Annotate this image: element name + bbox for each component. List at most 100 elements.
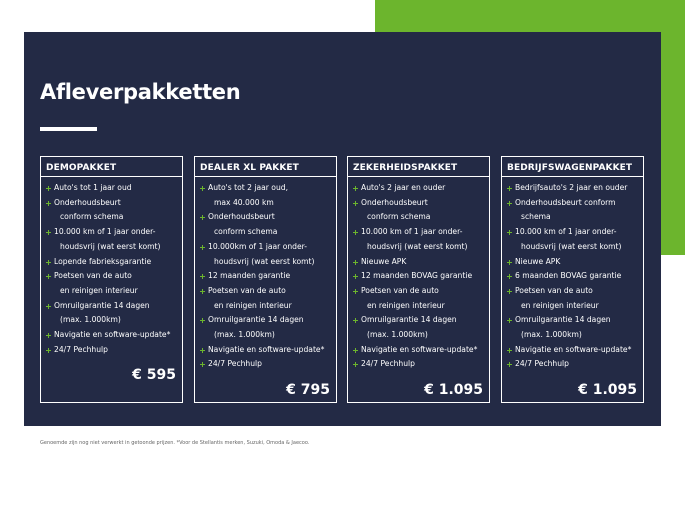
package-name: BEDRIJFSWAGENPAKKET bbox=[502, 157, 643, 177]
package-item: Nieuwe APK bbox=[348, 255, 489, 270]
panel: Afleverpakketten DEMOPAKKET Auto's tot 1 … bbox=[24, 32, 661, 426]
item-text: Omruilgarantie 14 dagen bbox=[361, 315, 457, 325]
item-text: 10.000 km of 1 jaar onder- bbox=[54, 227, 156, 237]
package-item: Navigatie en software-update* bbox=[41, 328, 182, 343]
package-price: € 595 bbox=[132, 367, 176, 384]
package-item: Omruilgarantie 14 dagen (max. 1.000km) bbox=[41, 299, 182, 328]
item-text: houdsvrij (wat eerst komt) bbox=[521, 241, 622, 251]
item-text: schema bbox=[521, 212, 551, 222]
package-item: 24/7 Pechhulp bbox=[502, 357, 643, 372]
package-item: Bedrijfsauto's 2 jaar en ouder bbox=[502, 181, 643, 196]
item-text: 12 maanden BOVAG garantie bbox=[361, 271, 473, 281]
item-text: en reinigen interieur bbox=[367, 300, 445, 310]
package-item: 24/7 Pechhulp bbox=[348, 357, 489, 372]
item-text: (max. 1.000km) bbox=[521, 330, 582, 340]
package-item: Omruilgarantie 14 dagen (max. 1.000km) bbox=[348, 313, 489, 342]
package-price: € 1.095 bbox=[424, 382, 483, 399]
plus-icon bbox=[507, 288, 512, 294]
item-text: en reinigen interieur bbox=[60, 285, 138, 295]
package-item: Poetsen van de auto en reinigen interieur bbox=[195, 284, 336, 313]
item-text: 24/7 Pechhulp bbox=[361, 359, 415, 369]
plus-icon bbox=[507, 186, 512, 191]
item-text: Navigatie en software-update* bbox=[515, 344, 632, 354]
item-text: 10.000 km of 1 jaar onder- bbox=[361, 227, 463, 237]
item-text: en reinigen interieur bbox=[214, 300, 292, 310]
item-text: (max. 1.000km) bbox=[367, 330, 428, 340]
package-item: 10.000 km of 1 jaar onder-houdsvrij (wat… bbox=[41, 225, 182, 254]
plus-icon bbox=[507, 274, 512, 280]
item-text: Omruilgarantie 14 dagen bbox=[515, 315, 611, 325]
plus-icon bbox=[353, 347, 358, 353]
package-item: Nieuwe APK bbox=[502, 255, 643, 270]
package-item: 10.000 km of 1 jaar onder-houdsvrij (wat… bbox=[502, 225, 643, 254]
plus-icon bbox=[46, 186, 51, 191]
item-text: en reinigen interieur bbox=[521, 300, 599, 310]
package-item: Auto's tot 2 jaar oud, max 40.000 km bbox=[195, 181, 336, 210]
plus-icon bbox=[46, 259, 51, 265]
plus-icon bbox=[507, 259, 512, 265]
item-text: Onderhoudsbeurt bbox=[208, 212, 275, 222]
item-text: Nieuwe APK bbox=[361, 256, 407, 266]
package-item: 6 maanden BOVAG garantie bbox=[502, 269, 643, 284]
package-item: 10.000km of 1 jaar onder-houdsvrij (wat … bbox=[195, 240, 336, 269]
package-item: Omruilgarantie 14 dagen (max. 1.000km) bbox=[502, 313, 643, 342]
plus-icon bbox=[507, 318, 512, 324]
package-item: Navigatie en software-update* bbox=[502, 343, 643, 358]
item-text: houdsvrij (wat eerst komt) bbox=[367, 241, 468, 251]
package-item: Onderhoudsbeurt conform schema bbox=[348, 196, 489, 225]
package-item: 24/7 Pechhulp bbox=[41, 343, 182, 358]
package-item: 10.000 km of 1 jaar onder-houdsvrij (wat… bbox=[348, 225, 489, 254]
package-item: Omruilgarantie 14 dagen (max. 1.000km) bbox=[195, 313, 336, 342]
item-text: Navigatie en software-update* bbox=[361, 344, 478, 354]
plus-icon bbox=[353, 230, 358, 236]
package-item: Poetsen van de auto en reinigen interieur bbox=[348, 284, 489, 313]
title-underline bbox=[40, 127, 97, 131]
package-item: Navigatie en software-update* bbox=[195, 343, 336, 358]
item-text: conform schema bbox=[367, 212, 431, 222]
plus-icon bbox=[200, 186, 205, 191]
item-text: Nieuwe APK bbox=[515, 256, 561, 266]
package-item: Navigatie en software-update* bbox=[348, 343, 489, 358]
item-text: 10.000km of 1 jaar onder- bbox=[208, 241, 308, 251]
item-text: conform schema bbox=[60, 212, 124, 222]
package-item: Poetsen van de auto en reinigen interieur bbox=[41, 269, 182, 298]
plus-icon bbox=[507, 230, 512, 236]
item-text: (max. 1.000km) bbox=[214, 330, 275, 340]
plus-icon bbox=[507, 362, 512, 368]
plus-icon bbox=[46, 200, 51, 206]
item-text: houdsvrij (wat eerst komt) bbox=[60, 241, 161, 251]
plus-icon bbox=[46, 274, 51, 280]
plus-icon bbox=[200, 288, 205, 294]
item-text: Onderhoudsbeurt conform bbox=[515, 197, 616, 207]
package-item: 12 maanden BOVAG garantie bbox=[348, 269, 489, 284]
package-card: DEMOPAKKET Auto's tot 1 jaar oud Onderhoud… bbox=[40, 156, 183, 403]
plus-icon bbox=[200, 244, 205, 250]
package-item: Poetsen van de auto en reinigen interieur bbox=[502, 284, 643, 313]
plus-icon bbox=[200, 215, 205, 221]
package-item: 24/7 Pechhulp bbox=[195, 357, 336, 372]
item-text: Lopende fabrieksgarantie bbox=[54, 256, 152, 266]
plus-icon bbox=[200, 362, 205, 368]
package-price: € 795 bbox=[286, 382, 330, 399]
item-text: 10.000 km of 1 jaar onder- bbox=[515, 227, 617, 237]
plus-icon bbox=[200, 347, 205, 353]
plus-icon bbox=[46, 333, 51, 339]
item-text: conform schema bbox=[214, 227, 278, 237]
plus-icon bbox=[353, 200, 358, 206]
plus-icon bbox=[353, 259, 358, 265]
package-item: Auto's tot 1 jaar oud bbox=[41, 181, 182, 196]
plus-icon bbox=[200, 318, 205, 324]
item-text: max 40.000 km bbox=[214, 197, 274, 207]
package-card: ZEKERHEIDSPAKKET Auto's 2 jaar en ouder On… bbox=[347, 156, 490, 403]
package-card: DEALER XL PAKKET Auto's tot 2 jaar oud, ma… bbox=[194, 156, 337, 403]
plus-icon bbox=[46, 303, 51, 309]
item-text: 24/7 Pechhulp bbox=[515, 359, 569, 369]
item-text: Auto's tot 1 jaar oud bbox=[54, 183, 132, 192]
package-item: Onderhoudsbeurt conform schema bbox=[41, 196, 182, 225]
item-text: 6 maanden BOVAG garantie bbox=[515, 271, 622, 281]
package-card: BEDRIJFSWAGENPAKKET Bedrijfsauto's 2 jaar… bbox=[501, 156, 644, 403]
item-text: Navigatie en software-update* bbox=[54, 330, 171, 340]
package-price: € 1.095 bbox=[578, 382, 637, 399]
item-text: (max. 1.000km) bbox=[60, 315, 121, 325]
